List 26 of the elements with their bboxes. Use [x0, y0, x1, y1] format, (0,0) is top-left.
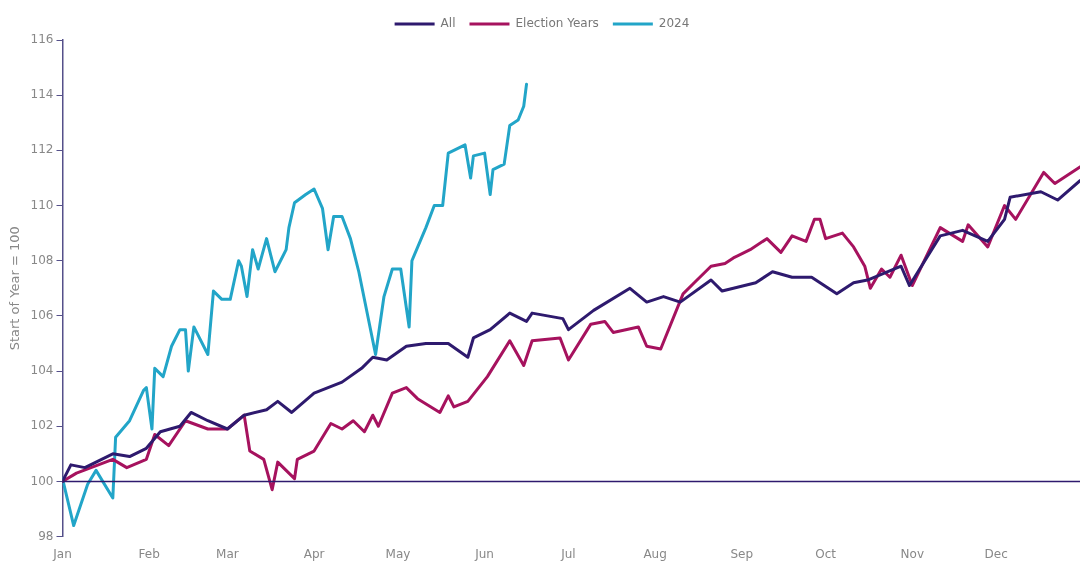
legend-label: All [440, 16, 456, 31]
y-tick-label: 108 [30, 252, 54, 267]
x-tick-label: Mar [216, 546, 239, 561]
x-tick-label: Aug [643, 546, 667, 561]
x-tick-label: Jul [560, 546, 576, 561]
x-tick-label: Nov [900, 546, 924, 561]
x-tick-label: Sep [730, 546, 754, 561]
x-tick-label: May [385, 546, 411, 561]
legend-label: 2024 [658, 16, 690, 31]
y-tick-label: 102 [30, 418, 54, 433]
legend-label: Election Years [515, 16, 599, 31]
x-tick-label: Jun [474, 546, 494, 561]
x-tick-label: Feb [138, 546, 160, 561]
y-tick-label: 114 [30, 87, 54, 102]
y-tick-label: 110 [30, 197, 54, 212]
x-tick-label: Jan [52, 546, 72, 561]
x-tick-label: Apr [303, 546, 325, 561]
y-tick-label: 104 [30, 363, 54, 378]
y-tick-label: 100 [30, 473, 54, 488]
x-tick-label: Oct [815, 546, 837, 561]
y-tick-label: 106 [30, 308, 54, 323]
x-tick-label: Dec [984, 546, 1008, 561]
y-axis-title: Start of Year = 100 [7, 226, 23, 351]
y-tick-label: 112 [30, 142, 54, 157]
y-tick-label: 116 [30, 32, 54, 47]
y-tick-label: 98 [38, 528, 54, 543]
